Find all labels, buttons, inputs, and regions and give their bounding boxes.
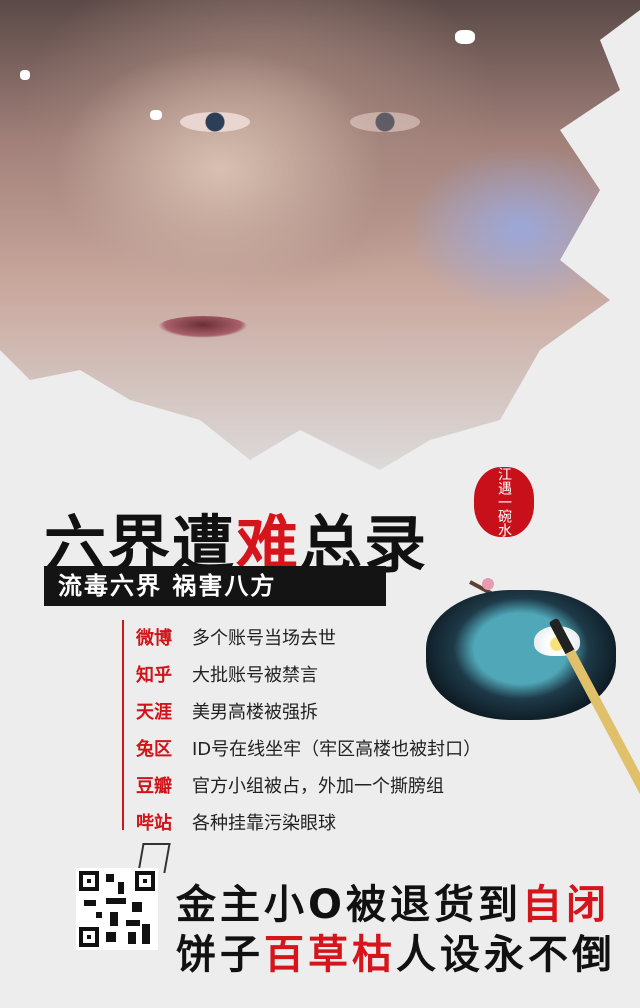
hero-photo (0, 0, 640, 470)
incident-list: 微博 多个账号当场去世 知乎 大批账号被禁言 天涯 美男高楼被强拆 兔区 ID号在线坐牢… (120, 618, 481, 840)
accent-line (122, 620, 124, 830)
item-text: ID号在线坐牢（牢区高楼也被封口） (192, 738, 482, 760)
list-item: 豆瓣 官方小组被占，外加一个撕膀组 (120, 766, 481, 803)
site-label: 哔站 (136, 812, 172, 834)
ink-splatter (150, 110, 162, 120)
mouth (158, 316, 248, 338)
list-item: 哔站 各种挂靠污染眼球 (120, 803, 481, 840)
eye-left (180, 112, 250, 132)
slogan-line-1: 金主小O被退货到自闭 (176, 882, 611, 928)
list-item: 兔区 ID号在线坐牢（牢区高楼也被封口） (120, 729, 481, 766)
item-text: 官方小组被占，外加一个撕膀组 (192, 775, 444, 797)
site-label: 微博 (136, 627, 172, 649)
item-text: 美男高楼被强拆 (192, 701, 318, 723)
eye-right (350, 112, 420, 132)
ink-splatter (20, 70, 30, 80)
site-label: 豆瓣 (136, 775, 172, 797)
seal-stamp: 江遇一碗水 (474, 467, 534, 537)
item-text: 各种挂靠污染眼球 (192, 812, 336, 834)
item-text: 多个账号当场去世 (192, 627, 336, 649)
site-label: 知乎 (136, 664, 172, 686)
subtitle-banner: 流毒六界 祸害八方 (44, 566, 386, 606)
list-item: 天涯 美男高楼被强拆 (120, 692, 481, 729)
site-label: 兔区 (136, 738, 172, 760)
site-label: 天涯 (136, 701, 172, 723)
list-item: 知乎 大批账号被禁言 (120, 655, 481, 692)
item-text: 大批账号被禁言 (192, 664, 318, 686)
slogan-line-2: 饼子百草枯人设永不倒 (176, 932, 616, 978)
plum-blossom-icon (482, 578, 494, 590)
inkstone-illustration (426, 590, 616, 720)
qr-code-icon (76, 868, 158, 950)
list-item: 微博 多个账号当场去世 (120, 618, 481, 655)
ink-splatter (455, 30, 475, 44)
